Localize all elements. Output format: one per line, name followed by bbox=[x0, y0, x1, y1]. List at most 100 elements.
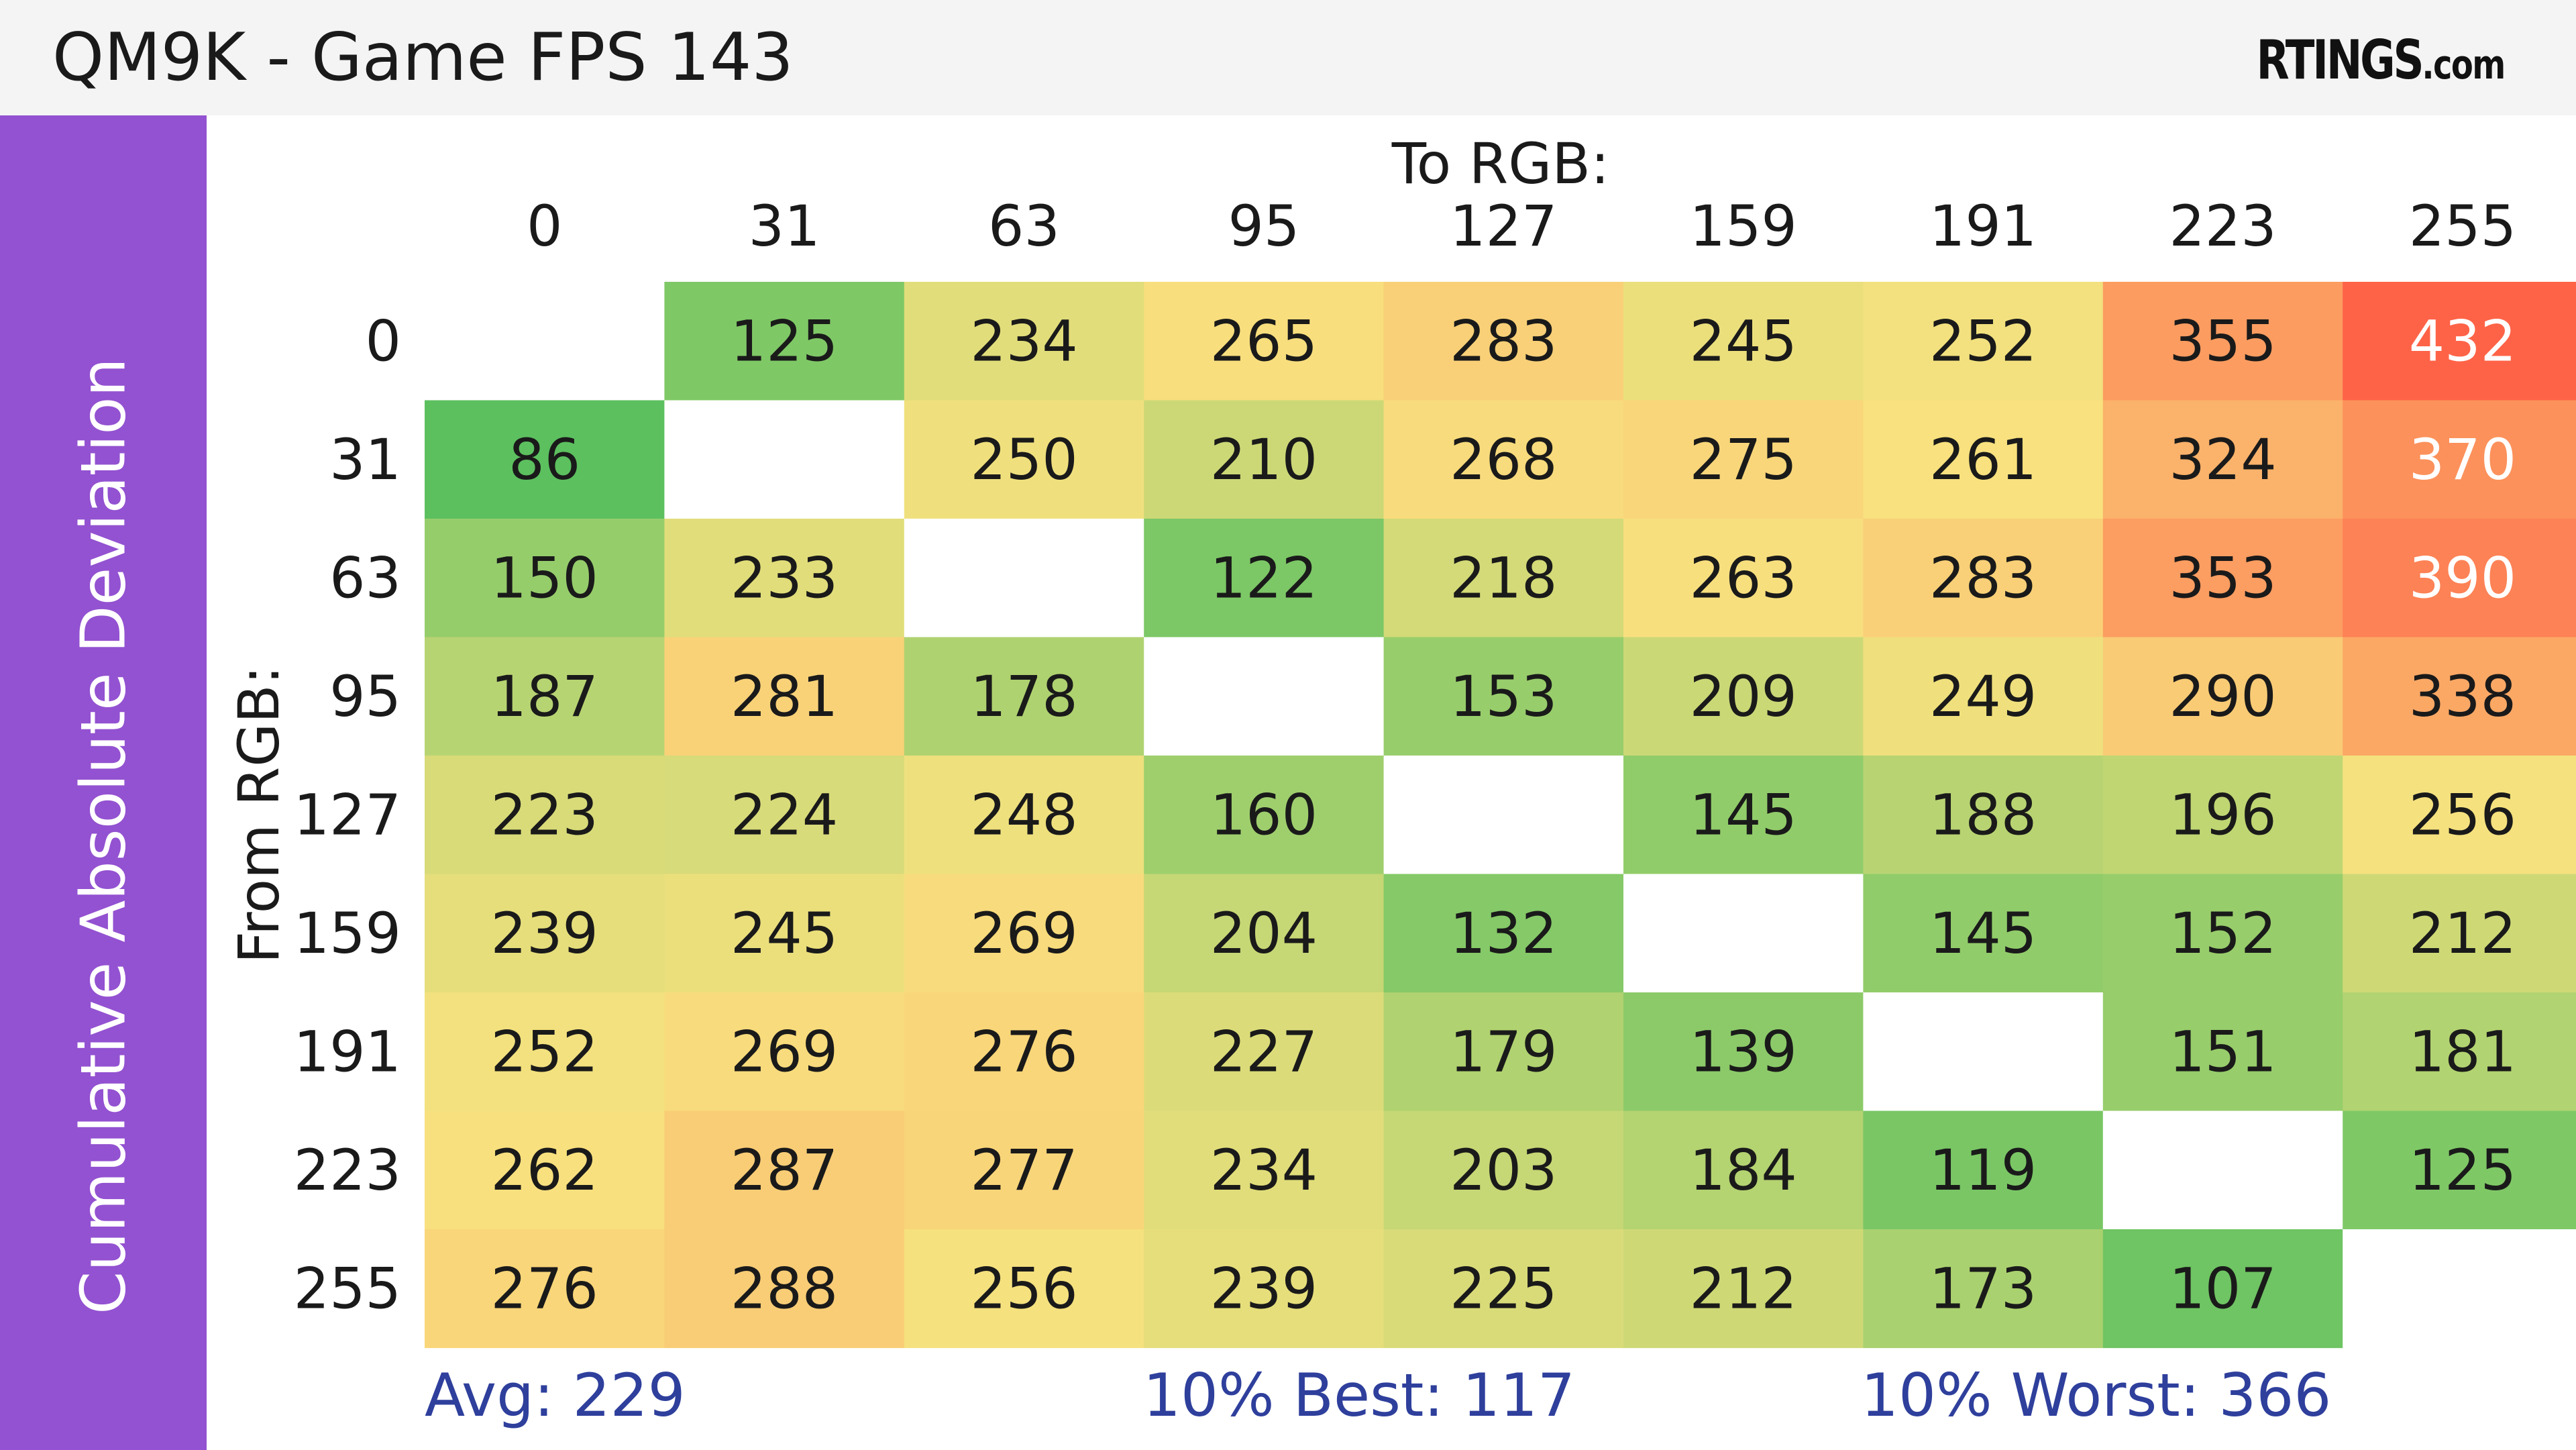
heatmap-cell bbox=[904, 1229, 1144, 1349]
heatmap-cell bbox=[2343, 282, 2576, 401]
cell-value-label: 353 bbox=[2169, 545, 2276, 611]
heatmap-cell bbox=[1144, 1229, 1385, 1349]
heatmap-cell bbox=[2102, 756, 2343, 875]
heatmap-cell bbox=[2102, 400, 2343, 519]
heatmap-cell bbox=[2102, 519, 2343, 638]
y-tick-label: 31 bbox=[329, 427, 401, 493]
y-tick-label: 63 bbox=[329, 545, 401, 611]
x-tick-label: 255 bbox=[2409, 193, 2516, 259]
heatmap-cell bbox=[1623, 1110, 1864, 1230]
heatmap-cell bbox=[664, 1229, 905, 1349]
y-tick-label: 0 bbox=[366, 308, 401, 374]
heatmap-cell bbox=[1383, 1110, 1624, 1230]
cell-value-label: 179 bbox=[1450, 1019, 1557, 1084]
cell-value-label: 210 bbox=[1210, 427, 1318, 493]
cell-value-label: 252 bbox=[491, 1019, 598, 1084]
cell-value-label: 249 bbox=[1929, 664, 2037, 729]
heatmap-cell bbox=[425, 874, 665, 993]
heatmap-cell bbox=[1144, 282, 1385, 401]
cell-value-label: 234 bbox=[970, 308, 1077, 374]
heatmap-cell bbox=[1623, 1229, 1864, 1349]
worst-stat: 10% Worst: 366 bbox=[1861, 1361, 2332, 1430]
heatmap-cell bbox=[1863, 637, 2104, 756]
heatmap-cell bbox=[904, 874, 1144, 993]
header-bar: QM9K - Game FPS 143 RTINGS.com bbox=[0, 0, 2576, 115]
heatmap-cell bbox=[425, 400, 665, 519]
metric-sidebar: Cumulative Absolute Deviation bbox=[0, 115, 207, 1450]
brand-logo-main: RTINGS bbox=[2256, 29, 2424, 91]
heatmap-cell bbox=[2343, 874, 2576, 993]
cell-value-label: 145 bbox=[1929, 900, 2037, 966]
cell-value-label: 125 bbox=[731, 308, 838, 374]
cell-value-label: 188 bbox=[1929, 782, 2037, 847]
heatmap-cell bbox=[1623, 637, 1864, 756]
heatmap-cell bbox=[2343, 519, 2576, 638]
cell-value-label: 224 bbox=[731, 782, 838, 847]
x-tick-label: 191 bbox=[1929, 193, 2037, 259]
cell-value-label: 227 bbox=[1210, 1019, 1318, 1084]
cell-value-label: 204 bbox=[1210, 900, 1318, 966]
heatmap-cell bbox=[2343, 1110, 2576, 1230]
cell-value-label: 223 bbox=[491, 782, 598, 847]
heatmap-cell bbox=[1383, 400, 1624, 519]
x-tick-label: 63 bbox=[988, 193, 1060, 259]
empty-cell bbox=[904, 519, 1144, 638]
cell-value-label: 160 bbox=[1210, 782, 1318, 847]
heatmap-cell bbox=[425, 756, 665, 875]
cell-value-label: 225 bbox=[1450, 1255, 1557, 1321]
heatmap-cell bbox=[1863, 400, 2104, 519]
heatmap-cell bbox=[1623, 519, 1864, 638]
y-tick-label: 127 bbox=[294, 782, 401, 847]
cell-value-label: 239 bbox=[491, 900, 598, 966]
cell-value-label: 178 bbox=[970, 664, 1077, 729]
heatmap-cell bbox=[1863, 282, 2104, 401]
heatmap-cell bbox=[425, 637, 665, 756]
cell-value-label: 268 bbox=[1450, 427, 1557, 493]
cell-value-label: 125 bbox=[2409, 1137, 2516, 1203]
cell-value-label: 107 bbox=[2169, 1255, 2276, 1321]
empty-cell bbox=[2102, 1110, 2343, 1230]
heatmap-cell bbox=[664, 992, 905, 1112]
heatmap-cell bbox=[1623, 756, 1864, 875]
x-tick-label: 0 bbox=[527, 193, 562, 259]
heatmap-cell bbox=[1144, 519, 1385, 638]
heatmap-cell bbox=[2102, 874, 2343, 993]
empty-cell bbox=[425, 282, 665, 401]
cell-value-label: 122 bbox=[1210, 545, 1318, 611]
cell-value-label: 239 bbox=[1210, 1255, 1318, 1321]
heatmap-cell bbox=[904, 282, 1144, 401]
heatmap-cell bbox=[1144, 400, 1385, 519]
cell-value-label: 250 bbox=[970, 427, 1077, 493]
cell-value-label: 151 bbox=[2169, 1019, 2276, 1084]
heatmap-cell bbox=[425, 1110, 665, 1230]
heatmap-cell bbox=[425, 519, 665, 638]
heatmap-cell bbox=[1863, 519, 2104, 638]
cell-value-label: 283 bbox=[1450, 308, 1557, 374]
cell-value-label: 248 bbox=[970, 782, 1077, 847]
cell-value-label: 256 bbox=[970, 1255, 1077, 1321]
heatmap-cell bbox=[1383, 992, 1624, 1112]
y-tick-label: 223 bbox=[294, 1137, 401, 1203]
average-stat: Avg: 229 bbox=[425, 1361, 686, 1430]
heatmap-cell bbox=[1383, 519, 1624, 638]
cell-value-label: 276 bbox=[491, 1255, 598, 1321]
cell-value-label: 245 bbox=[1690, 308, 1797, 374]
cell-value-label: 218 bbox=[1450, 545, 1557, 611]
cell-value-label: 152 bbox=[2169, 900, 2276, 966]
heatmap-cell bbox=[1623, 282, 1864, 401]
x-tick-label: 159 bbox=[1690, 193, 1797, 259]
heatmap-cell bbox=[664, 519, 905, 638]
heatmap-cell bbox=[1144, 756, 1385, 875]
heatmap-cell bbox=[1383, 874, 1624, 993]
cell-value-label: 265 bbox=[1210, 308, 1318, 374]
cell-value-label: 256 bbox=[2409, 782, 2516, 847]
x-tick-label: 95 bbox=[1228, 193, 1299, 259]
page-title: QM9K - Game FPS 143 bbox=[52, 19, 794, 96]
cell-value-label: 370 bbox=[2409, 427, 2516, 493]
cell-value-label: 281 bbox=[731, 664, 838, 729]
heatmap-cell bbox=[1863, 756, 2104, 875]
heatmap-cell bbox=[1383, 282, 1624, 401]
cell-value-label: 245 bbox=[731, 900, 838, 966]
x-tick-label: 127 bbox=[1450, 193, 1557, 259]
